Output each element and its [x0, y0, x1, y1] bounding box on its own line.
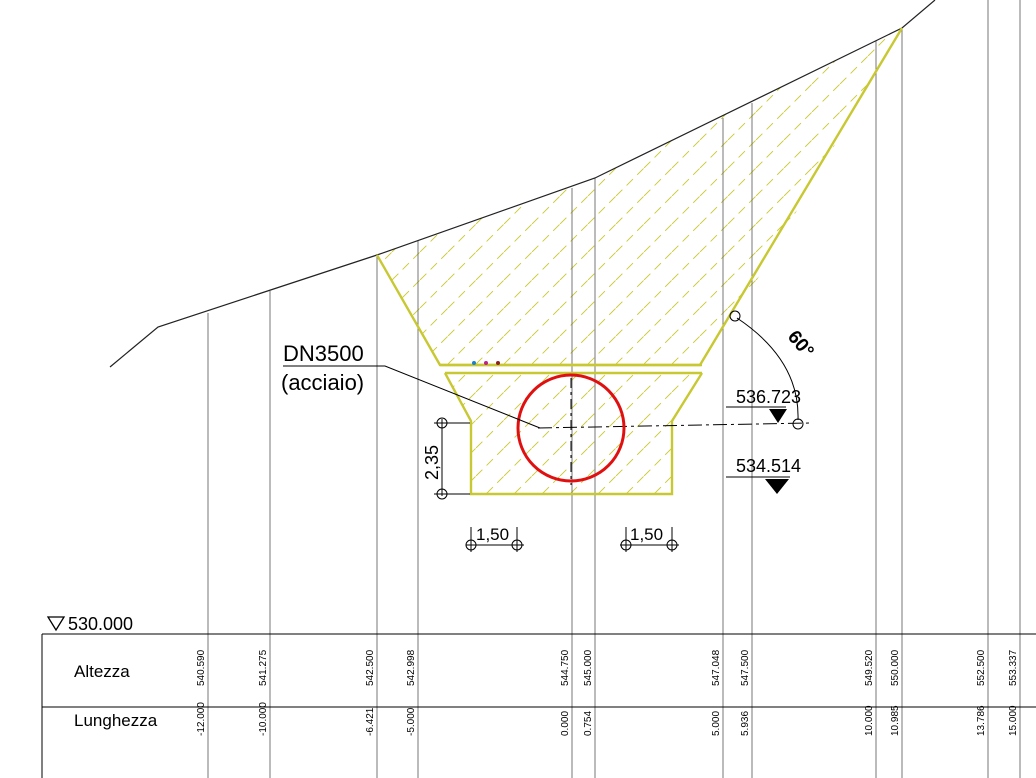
datum-triangle [46, 616, 66, 632]
angle-arc [736, 317, 799, 421]
profile-table [41, 633, 1036, 778]
lunghezza-values: -12.000 -10.000 -6.421 -5.000 0.000 0.754 5.00… [196, 702, 1019, 736]
pipe-label-line1: DN3500 [283, 341, 364, 366]
height-dimension-label: 2,35 [422, 445, 442, 480]
lunghezza-value: 13.786 [976, 705, 987, 736]
angle-end-marker [792, 418, 804, 430]
lunghezza-row-label: Lunghezza [74, 711, 158, 730]
altezza-value: 547.500 [740, 649, 751, 686]
excavation-hatch [377, 28, 902, 494]
altezza-value: 544.750 [560, 649, 571, 686]
lunghezza-value: 10.000 [864, 705, 875, 736]
lunghezza-value: 0.754 [583, 711, 594, 736]
berm-right-label: 1,50 [630, 525, 663, 544]
altezza-value: 540.590 [196, 649, 207, 686]
ground-profile [109, 0, 936, 368]
altezza-value: 553.337 [1008, 649, 1019, 686]
lunghezza-value: -12.000 [196, 702, 207, 736]
lunghezza-value: 5.000 [711, 711, 722, 736]
lunghezza-value: 5.936 [740, 711, 751, 736]
altezza-value: 542.998 [406, 649, 417, 686]
altezza-values: 540.590 541.275 542.500 542.998 544.750 545.0… [196, 649, 1019, 686]
lunghezza-value: 0.000 [560, 711, 571, 736]
level-lower-triangle [765, 479, 789, 494]
altezza-value: 541.275 [258, 649, 269, 686]
altezza-value: 549.520 [864, 649, 875, 686]
pipe-label-line2: (acciaio) [281, 370, 364, 395]
altezza-value: 550.000 [890, 649, 901, 686]
pipe-leader [283, 365, 541, 429]
lunghezza-value: -10.000 [258, 702, 269, 736]
altezza-value: 542.500 [365, 649, 376, 686]
angle-vertex-marker [729, 310, 741, 322]
altezza-row-label: Altezza [74, 662, 130, 681]
altezza-value: 547.048 [711, 649, 722, 686]
lunghezza-value: 15.000 [1008, 705, 1019, 736]
altezza-value: 552.500 [976, 649, 987, 686]
lunghezza-value: 10.985 [890, 705, 901, 736]
excavation-outline [375, 27, 904, 496]
level-lower-label: 534.514 [736, 456, 801, 476]
level-upper-label: 536.723 [736, 387, 801, 407]
angle-label: 60° [783, 327, 818, 363]
station-lines [207, 0, 1021, 778]
lunghezza-value: -6.421 [365, 707, 376, 736]
level-upper-triangle [769, 409, 787, 423]
pipe-circle [516, 373, 626, 483]
lunghezza-value: -5.000 [406, 707, 417, 736]
pipe-centerline-horizontal [537, 422, 811, 429]
berm-left-label: 1,50 [476, 525, 509, 544]
altezza-value: 545.000 [583, 649, 594, 686]
datum-label: 530.000 [68, 614, 133, 634]
